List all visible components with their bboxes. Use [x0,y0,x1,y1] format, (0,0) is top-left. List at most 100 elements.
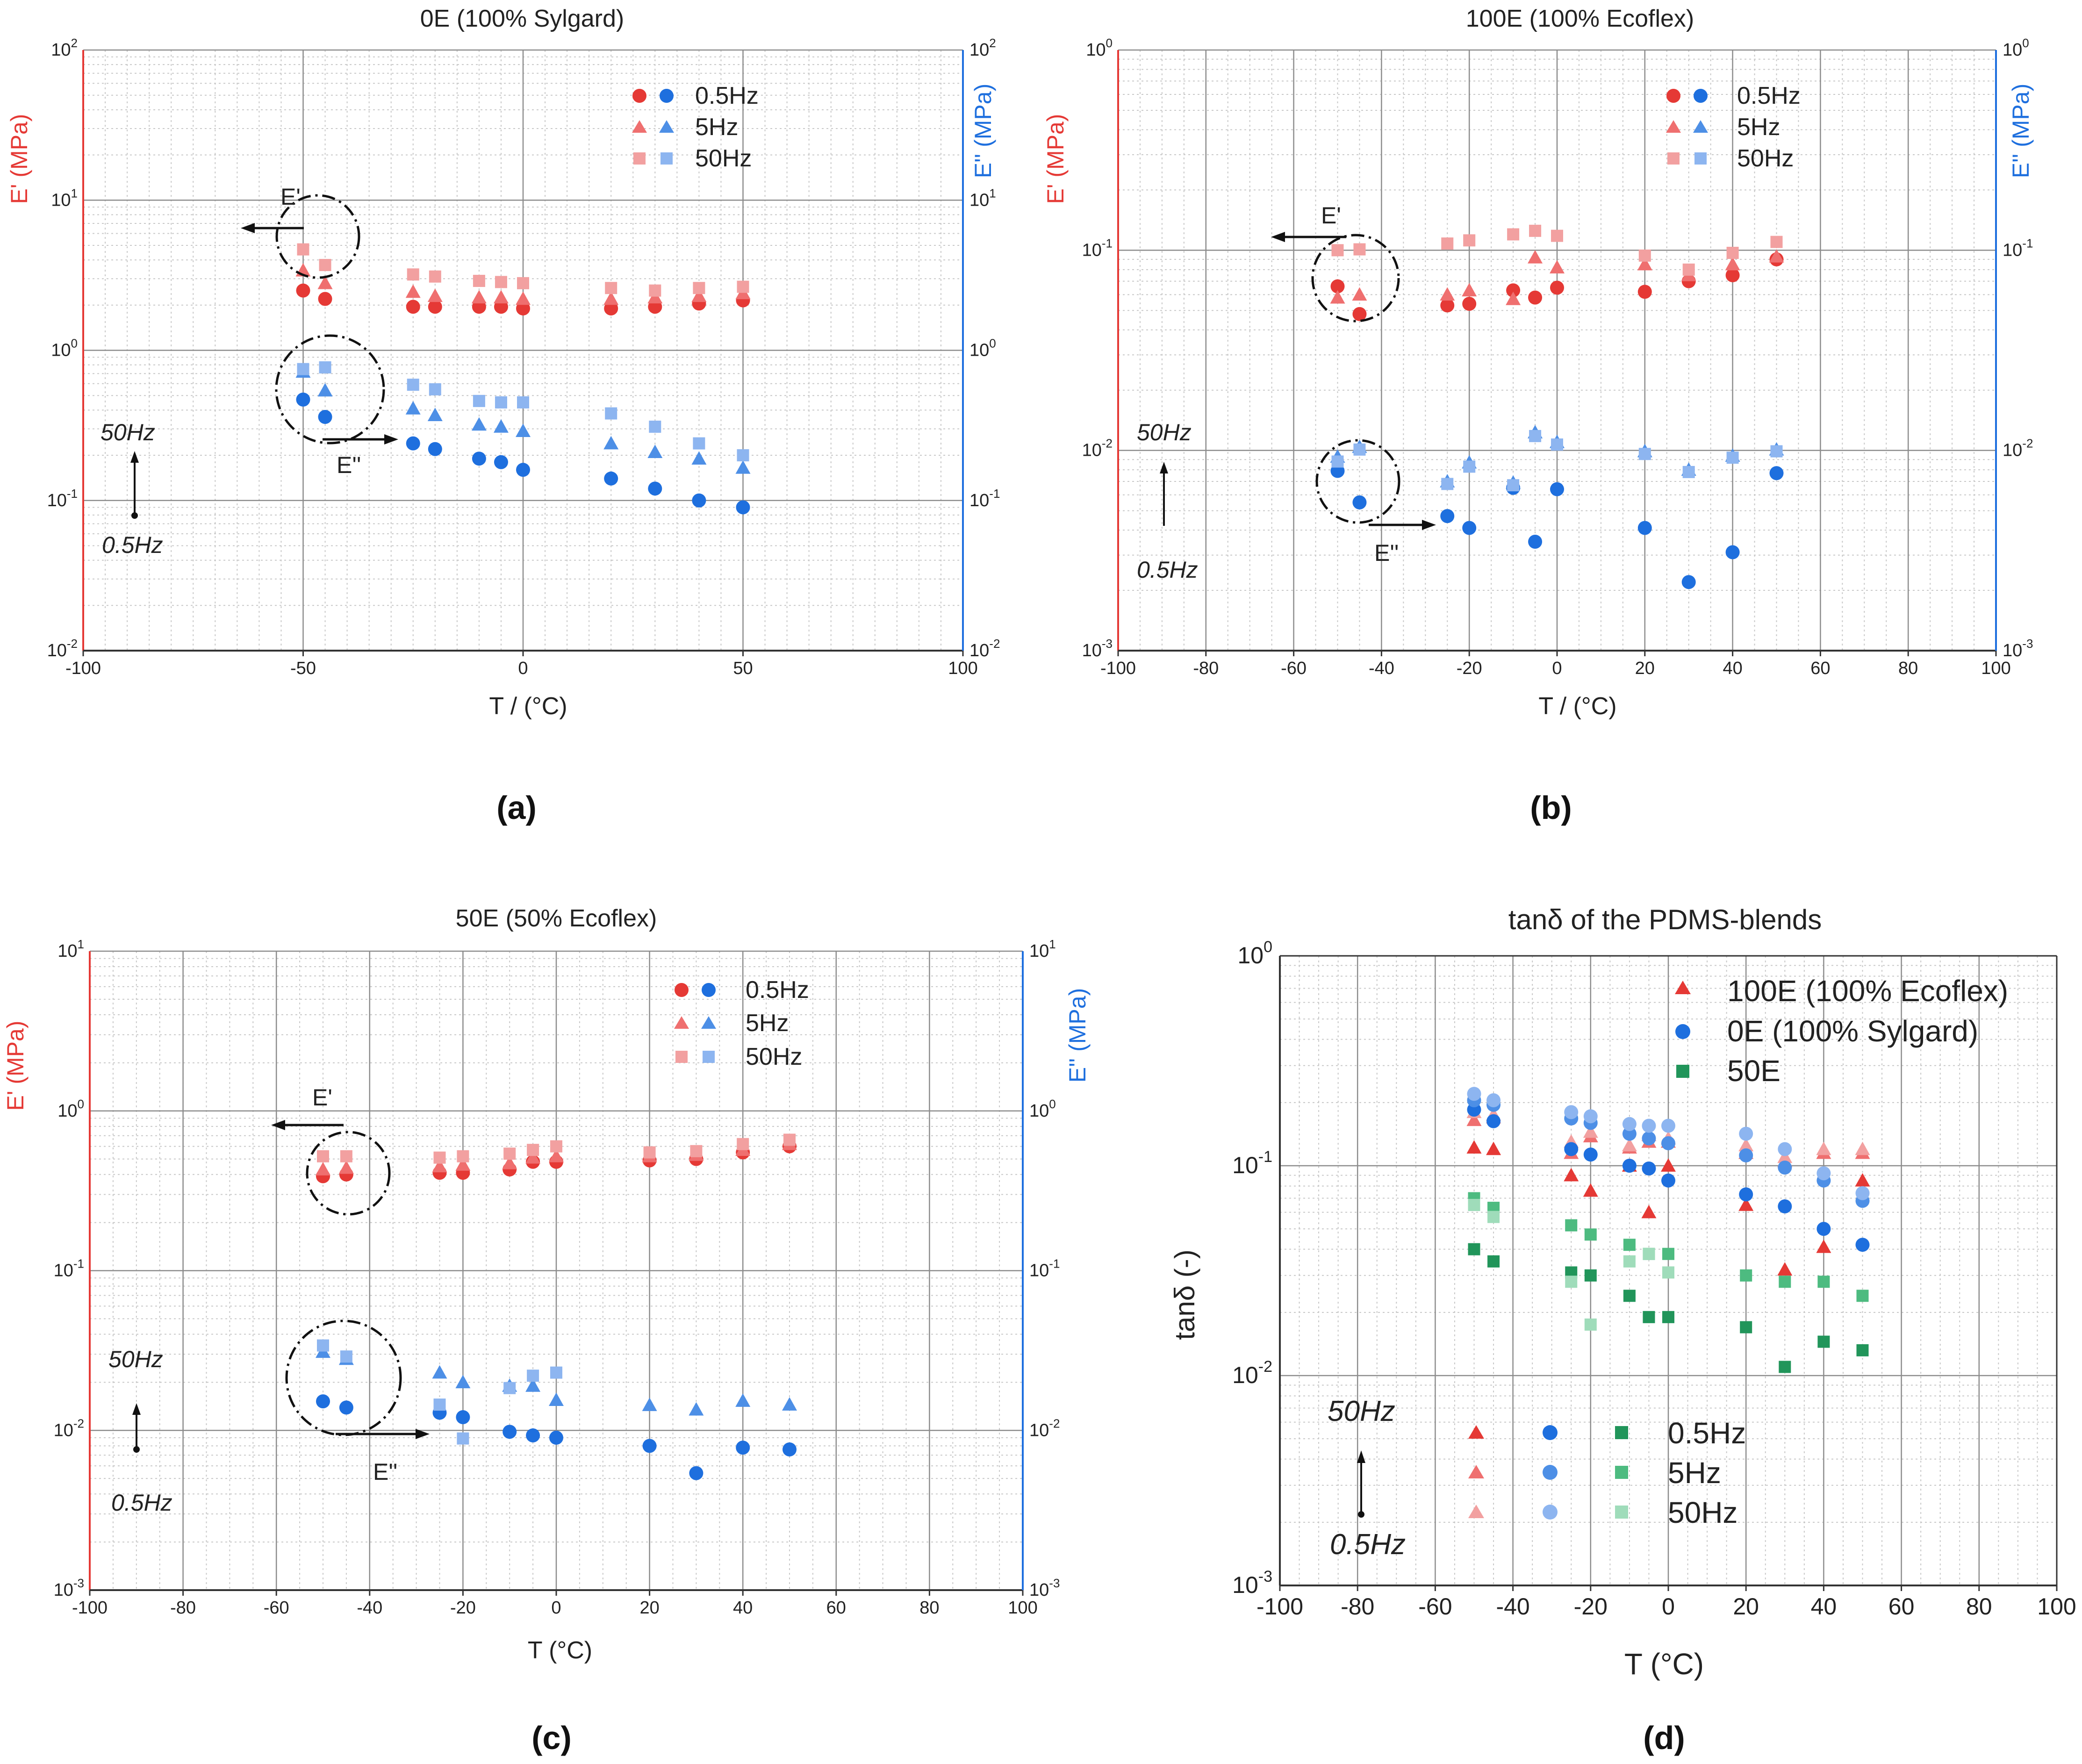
data-point [1466,1140,1482,1154]
data-point [1739,1126,1753,1141]
data-point [1584,1269,1597,1282]
freq-arrow-dot [131,512,138,519]
data-point [516,291,531,305]
panel-d-note-50hz: 50Hz [1328,1395,1395,1427]
x-tick-label: 100 [2037,1593,2076,1620]
data-point [1462,296,1477,311]
data-point [604,301,618,316]
data-point [689,1402,704,1416]
data-point [782,1397,797,1411]
legend-marker [659,120,674,133]
y-tick-label-left: 10-1 [54,1257,84,1281]
data-point [428,300,442,314]
panel-c-note-05hz: 0.5Hz [111,1490,172,1516]
x-tick-label: 40 [1811,1593,1837,1620]
data-point [340,1150,352,1162]
annot-arrow-head [241,223,255,233]
data-point [406,436,420,451]
panel-a-note-05hz: 0.5Hz [102,532,163,558]
data-point [495,396,507,409]
x-tick-label: 60 [826,1598,846,1618]
data-point [1466,1112,1482,1126]
y-tick-label-left: 10-3 [54,1576,84,1600]
data-point [1661,1173,1675,1188]
x-tick-label: -20 [1574,1593,1608,1620]
data-point [549,1148,564,1162]
data-point [692,493,706,508]
data-point [1769,466,1784,480]
data-point [1642,1161,1656,1176]
data-point [1643,1311,1655,1323]
y-tick-label-right: 100 [1029,1097,1056,1121]
panel-b-marks [1330,224,1784,589]
data-point [1637,285,1652,299]
data-point [525,1378,541,1392]
panel-d-note-05hz: 0.5Hz [1330,1528,1406,1561]
data-point [1725,257,1740,271]
data-point [1529,224,1542,237]
data-point [339,1400,353,1415]
panel-a-grid [82,49,964,652]
data-point [493,290,509,304]
data-point [1352,287,1367,301]
x-tick-label: 80 [919,1598,939,1618]
legend-marker [1675,981,1691,994]
data-point [318,410,332,424]
y-tick-label-right: 101 [1029,937,1056,961]
data-point [297,363,309,375]
panel-a-title: 0E (100% Sylgard) [420,5,624,32]
legend-marker [1468,1505,1484,1518]
x-tick-label: 100 [1981,659,2010,678]
data-point [1441,237,1454,250]
annot-arrow-head [271,1120,285,1130]
data-point [1506,291,1521,305]
data-point [526,1428,540,1443]
legend-marker [703,1051,715,1063]
panel-c-note-50hz: 50Hz [108,1346,163,1372]
data-point [503,1382,516,1394]
x-tick-label: -60 [264,1598,289,1618]
panel-a-edouble-circle [275,334,385,445]
data-point [736,500,750,515]
data-point [1468,1243,1480,1255]
data-point [691,288,707,302]
data-point [296,283,310,298]
data-point [1662,1311,1674,1323]
legend-marker [675,983,689,997]
legend-marker [702,983,716,997]
x-tick-label: -20 [450,1598,476,1618]
legend-marker [1543,1425,1558,1440]
data-point [605,282,617,294]
x-tick-label: 0 [518,659,528,678]
data-point [737,449,749,462]
data-point [319,361,331,373]
data-point [316,1394,330,1409]
data-point [516,301,530,316]
panel-d-legend-50e: 50E [1727,1054,1780,1088]
data-point [1622,1159,1637,1173]
x-tick-label: 100 [1008,1598,1037,1618]
data-point [1856,1344,1869,1356]
data-point [517,277,529,289]
data-point [1643,1248,1655,1260]
panel-d-legend-100e: 100E (100% Ecoflex) [1727,974,2008,1008]
data-point [1441,478,1454,490]
data-point [503,1425,517,1439]
data-point [1855,1141,1870,1155]
data-point [1816,1141,1831,1155]
legend-marker [1667,152,1680,165]
data-point [1637,257,1652,271]
data-point [1622,1117,1637,1131]
data-point [1816,1166,1831,1181]
panel-b-legend-50: 50Hz [1737,145,1794,172]
data-point [406,300,420,314]
panel-b-legend: 0.5Hz 5Hz 50Hz [1666,82,1801,172]
data-point [1506,283,1521,298]
x-tick-label: -100 [1100,659,1136,678]
data-point [432,1365,447,1379]
data-point [1565,1276,1578,1288]
data-point [516,423,531,437]
panel-d-title: tanδ of the PDMS-blends [1508,904,1822,935]
data-point [647,445,663,459]
